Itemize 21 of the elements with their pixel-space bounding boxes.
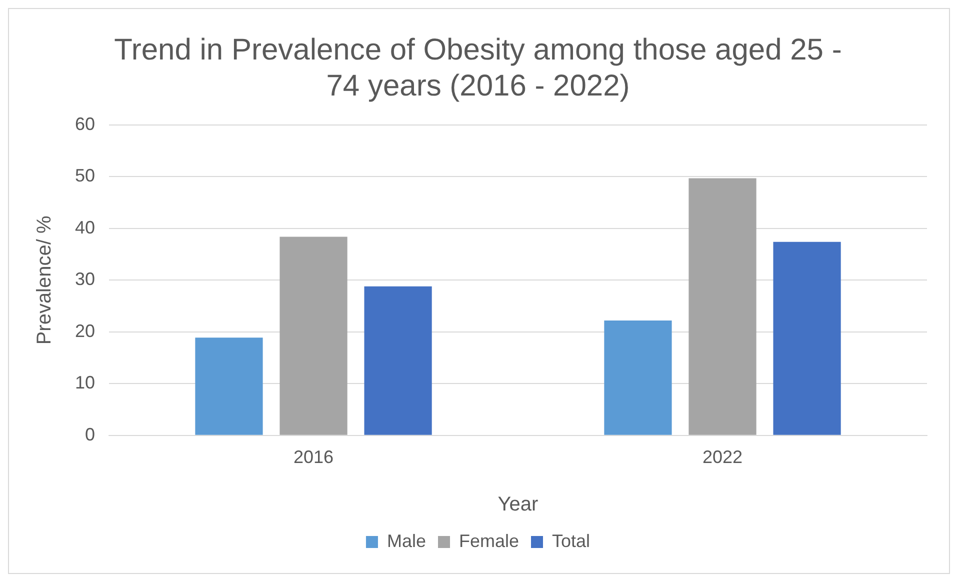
bar [604, 320, 672, 435]
x-axis-title: Year [498, 494, 539, 516]
y-tick-label: 30 [74, 269, 96, 290]
bar [364, 286, 432, 435]
legend-label: Female [458, 530, 520, 551]
y-tick-label: 20 [74, 320, 96, 341]
bar [195, 338, 263, 435]
legend-label: Male [386, 530, 426, 551]
x-tick-label: 2016 [293, 447, 334, 468]
y-tick-label: 50 [74, 166, 96, 186]
legend-label: Total [552, 530, 590, 551]
y-tick-label: 10 [74, 372, 96, 393]
y-tick-label: 60 [74, 114, 96, 134]
bar [688, 178, 756, 435]
chart-title: Trend in Prevalence of Obesity among those aged 25 - 74 years (2016 - 2022) [114, 33, 842, 102]
y-axis-title: Prevalence/ % [34, 216, 56, 345]
y-tick-label: 40 [74, 217, 96, 238]
y-tick-label: 0 [85, 424, 96, 444]
bar [773, 242, 841, 435]
bar [280, 236, 348, 435]
x-tick-label: 2022 [702, 447, 743, 468]
